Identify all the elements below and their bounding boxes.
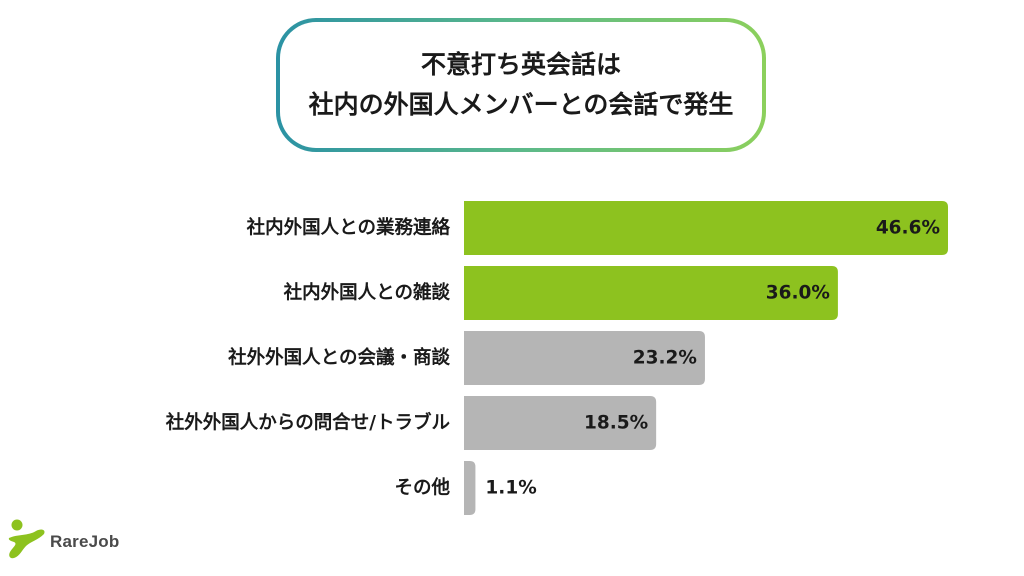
- bar: [464, 461, 476, 515]
- value-label: 36.0%: [766, 283, 830, 304]
- category-label: 社外外国人との会議・商談: [227, 347, 450, 369]
- chart-title-line-1: 不意打ち英会話は: [420, 50, 621, 79]
- rarejob-logo: RareJob: [6, 516, 146, 568]
- bar: [464, 331, 705, 385]
- value-label: 18.5%: [584, 413, 648, 434]
- category-label: 社内外国人との業務連絡: [246, 217, 451, 239]
- value-label: 1.1%: [485, 478, 536, 499]
- category-label: 社外外国人からの問合せ/トラブル: [165, 412, 451, 434]
- bar: [464, 266, 838, 320]
- category-label: その他: [394, 477, 450, 499]
- value-label: 46.6%: [876, 218, 940, 239]
- chart-title-line-2: 社内の外国人メンバーとの会話で発生: [308, 90, 734, 119]
- chart-title-box: 不意打ち英会話は 社内の外国人メンバーとの会話で発生: [276, 18, 766, 152]
- bar: [464, 201, 948, 255]
- bar: [464, 396, 657, 450]
- rarejob-logo-icon: [8, 519, 45, 559]
- category-label: 社内外国人との雑談: [283, 282, 451, 304]
- rarejob-logo-text: RareJob: [50, 532, 120, 551]
- value-label: 23.2%: [633, 348, 697, 369]
